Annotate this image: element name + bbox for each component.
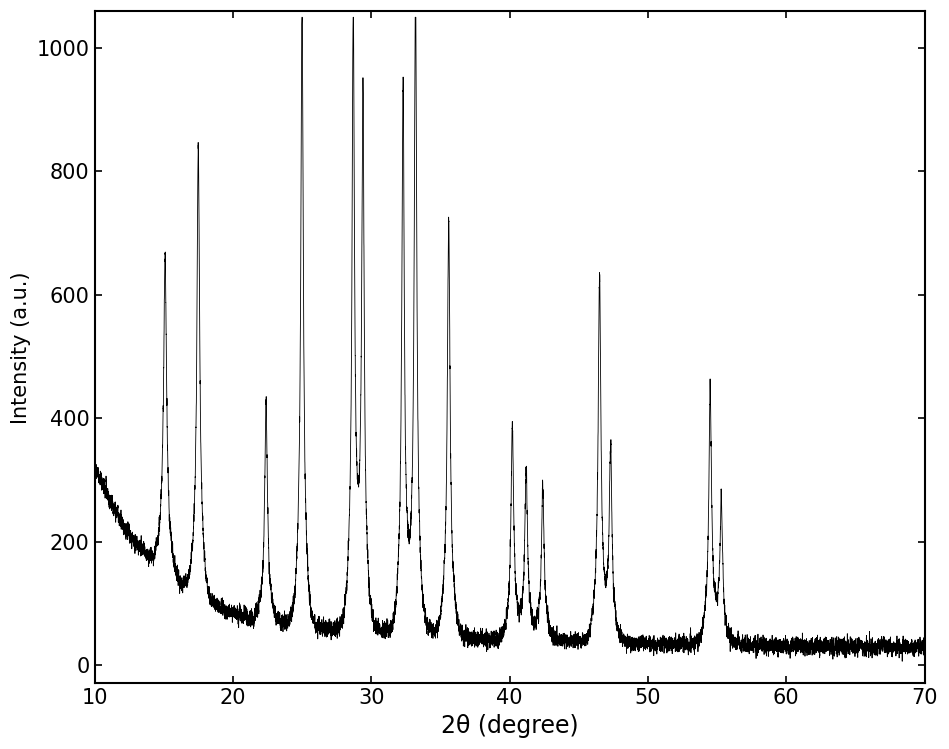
X-axis label: 2θ (degree): 2θ (degree) (440, 714, 578, 738)
Y-axis label: Intensity (a.u.): Intensity (a.u.) (11, 271, 31, 423)
